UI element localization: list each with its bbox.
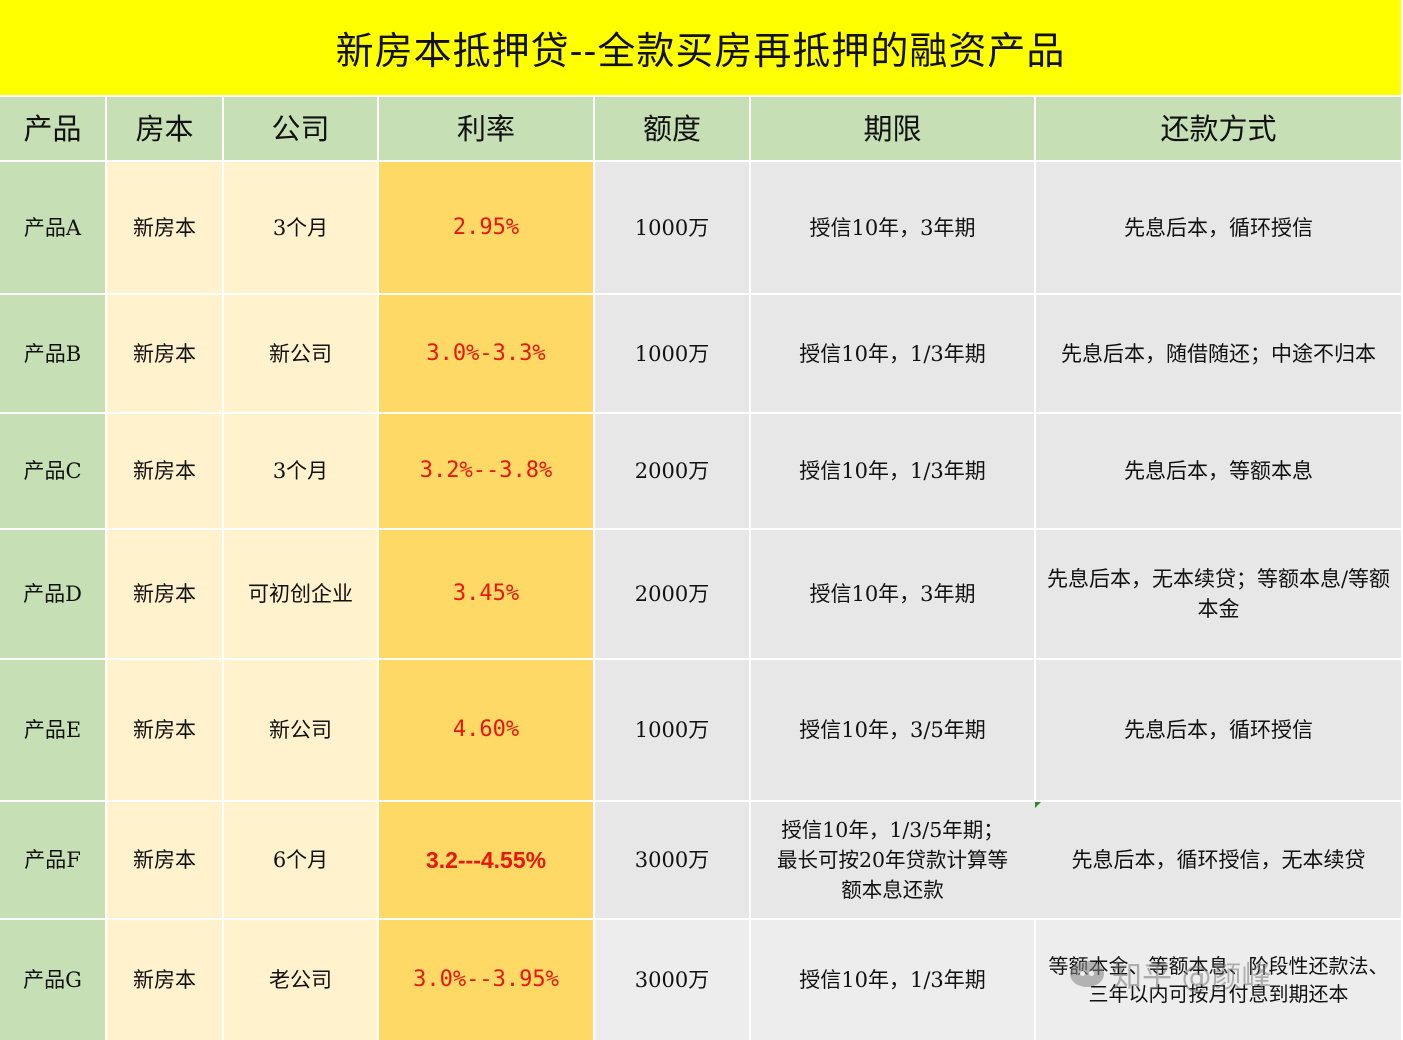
repayment-cell: 先息后本，无本续贷；等额本息/等额本金 (1036, 530, 1401, 658)
repayment-cell: 先息后本，循环授信 (1036, 162, 1401, 293)
property-cell: 新房本 (107, 414, 222, 528)
repayment-cell: 先息后本，循环授信，无本续贷 (1071, 848, 1366, 872)
table-row: 产品G 新房本 老公司 3.0%--3.95% 3000万 授信10年，1/3年… (0, 920, 1401, 1040)
header-amount: 额度 (595, 97, 749, 160)
table-header-row: 产品 房本 公司 利率 额度 期限 还款方式 (0, 97, 1401, 160)
amount-cell: 2000万 (595, 414, 749, 528)
rate-cell: 3.2%--3.8% (379, 414, 593, 528)
company-cell: 6个月 (224, 802, 377, 918)
term-cell: 授信10年，1/3年期 (751, 920, 1034, 1040)
amount-cell: 1000万 (595, 660, 749, 800)
company-cell: 老公司 (224, 920, 377, 1040)
term-cell: 授信10年，1/3年期 (751, 414, 1034, 528)
table-row: 产品D 新房本 可初创企业 3.45% 2000万 授信10年，3年期 先息后本… (0, 530, 1401, 658)
table-row: 产品F 新房本 6个月 3.2---4.55% 3000万 授信10年，1/3/… (0, 802, 1401, 918)
header-property: 房本 (107, 97, 222, 160)
amount-cell: 3000万 (595, 802, 749, 918)
rate-cell: 4.60% (379, 660, 593, 800)
rate-cell: 3.45% (379, 530, 593, 658)
repayment-cell: 先息后本，随借随还；中途不归本 (1036, 295, 1401, 412)
cell-comment-indicator-icon (1035, 802, 1041, 808)
company-cell: 3个月 (224, 162, 377, 293)
page-title: 新房本抵押贷--全款买房再抵押的融资产品 (0, 0, 1401, 95)
product-cell: 产品B (0, 295, 105, 412)
repayment-cell: 先息后本，循环授信 (1036, 660, 1401, 800)
header-company: 公司 (224, 97, 377, 160)
table-row: 产品A 新房本 3个月 2.95% 1000万 授信10年，3年期 先息后本，循… (0, 162, 1401, 293)
product-cell: 产品A (0, 162, 105, 293)
table-row: 产品E 新房本 新公司 4.60% 1000万 授信10年，3/5年期 先息后本… (0, 660, 1401, 800)
header-repayment: 还款方式 (1036, 97, 1401, 160)
repayment-cell: 先息后本，等额本息 (1036, 414, 1401, 528)
company-cell: 新公司 (224, 295, 377, 412)
term-cell: 授信10年，1/3年期 (751, 295, 1034, 412)
table-row: 产品B 新房本 新公司 3.0%-3.3% 1000万 授信10年，1/3年期 … (0, 295, 1401, 412)
amount-cell: 1000万 (595, 162, 749, 293)
company-cell: 3个月 (224, 414, 377, 528)
product-cell: 产品G (0, 920, 105, 1040)
product-cell: 产品D (0, 530, 105, 658)
repayment-cell: 等额本金、等额本息、阶段性还款法、三年以内可按月付息到期还本 (1036, 920, 1401, 1040)
property-cell: 新房本 (107, 162, 222, 293)
amount-cell: 1000万 (595, 295, 749, 412)
amount-cell: 2000万 (595, 530, 749, 658)
header-product: 产品 (0, 97, 105, 160)
header-rate: 利率 (379, 97, 593, 160)
term-cell: 授信10年，3年期 (751, 530, 1034, 658)
term-cell: 授信10年，3年期 (751, 162, 1034, 293)
product-cell: 产品F (0, 802, 105, 918)
property-cell: 新房本 (107, 802, 222, 918)
property-cell: 新房本 (107, 295, 222, 412)
term-cell: 授信10年，3/5年期 (751, 660, 1034, 800)
amount-cell: 3000万 (595, 920, 749, 1040)
term-repayment-band (751, 802, 1401, 918)
company-cell: 可初创企业 (224, 530, 377, 658)
rate-cell: 3.2---4.55% (379, 802, 593, 918)
property-cell: 新房本 (107, 530, 222, 658)
property-cell: 新房本 (107, 660, 222, 800)
product-cell: 产品C (0, 414, 105, 528)
property-cell: 新房本 (107, 920, 222, 1040)
product-cell: 产品E (0, 660, 105, 800)
rate-cell: 2.95% (379, 162, 593, 293)
table-row: 产品C 新房本 3个月 3.2%--3.8% 2000万 授信10年，1/3年期… (0, 414, 1401, 528)
rate-cell: 3.0%--3.95% (379, 920, 593, 1040)
rate-cell: 3.0%-3.3% (379, 295, 593, 412)
company-cell: 新公司 (224, 660, 377, 800)
header-term: 期限 (751, 97, 1034, 160)
term-cell: 授信10年，1/3/5年期； 最长可按20年贷款计算等 额本息还款 (776, 818, 1009, 902)
